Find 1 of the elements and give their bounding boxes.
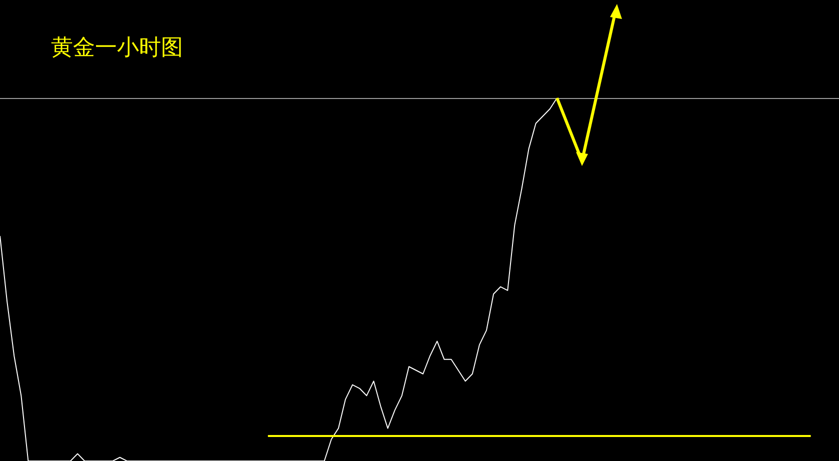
- chart-title: 黄金一小时图: [51, 36, 183, 60]
